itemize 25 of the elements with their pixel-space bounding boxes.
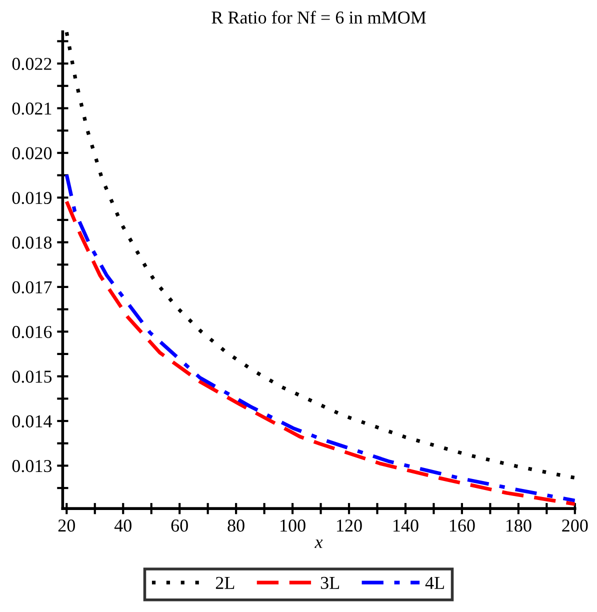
y-tick-label: 0.014 [12,415,52,428]
x-tick-label: 200 [562,520,588,532]
y-tick-label: 0.018 [12,236,52,249]
x-tick-label: 160 [450,520,475,532]
y-tick-label: 0.015 [12,370,52,383]
x-axis-title: x [314,540,323,548]
legend-label: 2L [216,576,234,589]
x-tick-label: 20 [58,520,75,532]
legend-label: 3L [320,576,340,590]
y-tick-label: 0.017 [12,281,52,294]
legend-label: 4L [425,576,444,589]
y-tick-label: 0.019 [12,192,52,204]
y-tick-label: 0.021 [12,102,52,115]
y-tick-label: 0.022 [12,58,52,70]
x-tick-label: 100 [280,520,306,532]
chart-title: R Ratio for Nf = 6 in mMOM [212,10,426,24]
y-tick-label: 0.013 [12,460,52,472]
x-tick-label: 60 [171,520,188,532]
x-tick-label: 140 [394,520,418,532]
x-tick-label: 120 [337,520,362,532]
y-tick-label: 0.020 [12,147,52,160]
x-tick-label: 40 [114,520,132,532]
y-tick-label: 0.016 [12,326,52,338]
x-tick-label: 80 [228,520,244,532]
x-tick-label: 180 [506,520,532,532]
